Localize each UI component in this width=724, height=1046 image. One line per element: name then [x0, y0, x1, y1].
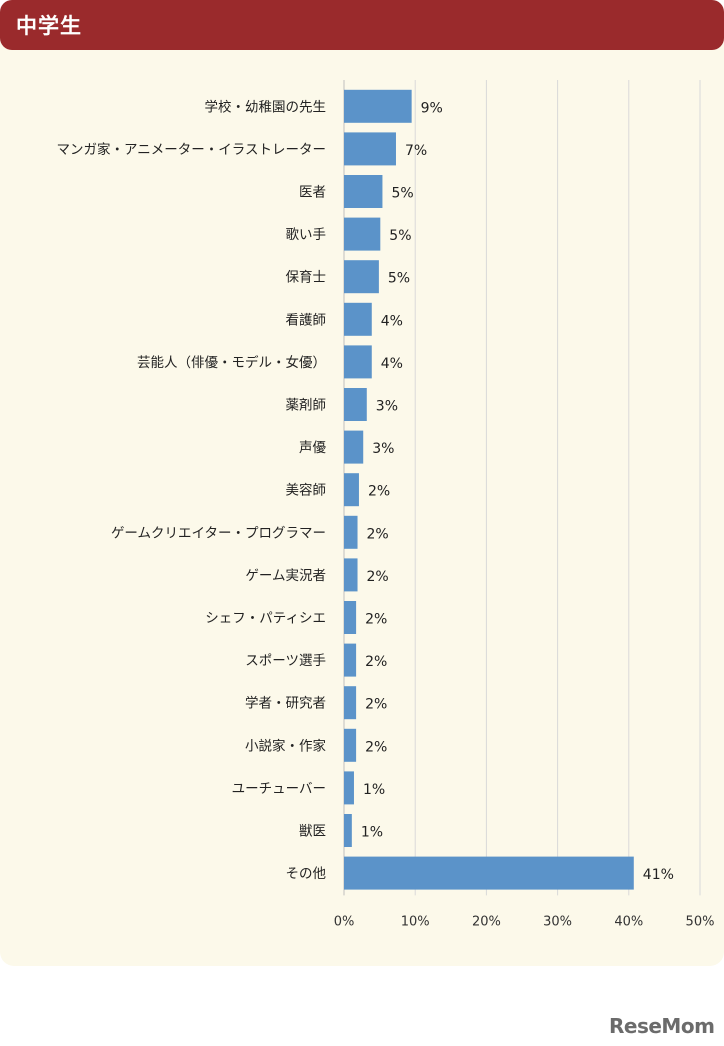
category-label: 学者・研究者	[245, 696, 326, 712]
data-label: 3%	[376, 399, 398, 415]
bar	[344, 643, 357, 677]
data-label: 2%	[365, 612, 387, 628]
bar-chart: 0% 10% 20% 30% 40% 50% 学校・幼稚園の先生 9% マンガ家・アニメーター・…	[57, 80, 715, 929]
bar	[344, 260, 379, 294]
category-label: その他	[286, 866, 327, 882]
category-label: シェフ・パティシエ	[205, 611, 326, 627]
data-label: 5%	[391, 186, 413, 202]
data-label: 9%	[421, 100, 443, 116]
category-label: 薬剤師	[286, 398, 327, 414]
data-label: 4%	[381, 313, 403, 329]
category-label: 小説家・作家	[245, 737, 326, 754]
bar	[344, 814, 352, 847]
category-label: ユーチューバー	[232, 781, 326, 797]
bar	[344, 515, 358, 549]
logo-text: ReseMom	[609, 1014, 715, 1038]
bar	[344, 473, 359, 507]
category-label: 学校・幼稚園の先生	[205, 98, 327, 115]
category-label: 医者	[299, 185, 326, 201]
bar	[344, 856, 634, 890]
category-label: スポーツ選手	[245, 653, 326, 669]
data-label: 7%	[405, 143, 427, 159]
bar	[344, 175, 383, 208]
data-label: 5%	[389, 228, 411, 244]
category-label: ゲームクリエイター・プログラマー	[111, 525, 326, 541]
bar	[344, 302, 372, 336]
category-label: 保育士	[286, 270, 327, 286]
category-label: 芸能人（俳優・モデル・女優）	[137, 354, 326, 371]
data-label: 2%	[367, 526, 389, 542]
bar	[344, 686, 357, 720]
category-label: マンガ家・アニメーター・イラストレーター	[57, 141, 326, 158]
x-tick-label: 10%	[401, 914, 430, 929]
category-label: ゲーム実況者	[245, 568, 326, 584]
bar	[344, 430, 364, 464]
data-label: 41%	[643, 867, 674, 883]
category-label: 看護師	[286, 312, 327, 328]
x-tick-label: 0%	[334, 914, 355, 929]
data-label: 2%	[365, 739, 387, 755]
bar	[344, 217, 381, 251]
bar	[344, 771, 354, 805]
data-label: 4%	[381, 356, 403, 372]
bar	[344, 601, 357, 634]
data-label: 1%	[363, 782, 385, 798]
data-label: 2%	[367, 569, 389, 585]
bar	[344, 345, 372, 379]
category-label: 歌い手	[286, 227, 327, 243]
bar	[344, 89, 412, 123]
page-title: 中学生	[16, 14, 82, 38]
resemom-logo: ReseMom	[609, 1010, 719, 1044]
x-tick-label: 40%	[614, 914, 643, 929]
bar	[344, 132, 396, 166]
bar	[344, 728, 357, 762]
data-label: 1%	[361, 825, 383, 841]
x-tick-label: 30%	[543, 914, 572, 929]
data-label: 3%	[372, 441, 394, 457]
category-label: 獣医	[299, 824, 326, 840]
data-label: 2%	[368, 484, 390, 500]
data-label: 2%	[365, 697, 387, 713]
data-label: 2%	[365, 654, 387, 670]
category-label: 声優	[299, 440, 326, 456]
header-bar: 中学生	[0, 0, 724, 50]
x-tick-label: 50%	[686, 914, 715, 929]
bar	[344, 388, 367, 421]
category-label: 美容師	[286, 482, 327, 499]
data-label: 5%	[388, 271, 410, 287]
bar	[344, 558, 358, 592]
x-tick-label: 20%	[472, 914, 501, 929]
